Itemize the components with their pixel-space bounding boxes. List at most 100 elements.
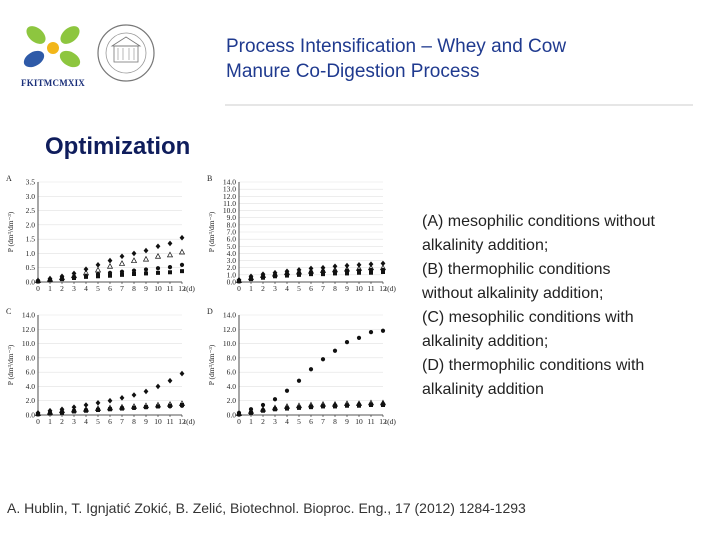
y-tick-label: 3.0 xyxy=(26,192,36,201)
data-point-square xyxy=(156,404,160,409)
chart-svg: D0.02.04.06.08.010.012.014.00 1 2 3 4 5 6 7 8 9 10… xyxy=(207,307,396,426)
y-axis-label: P (dm³/dm⁻³) xyxy=(6,211,15,252)
x-tick-label: 9 xyxy=(345,284,349,293)
data-point-diamond xyxy=(155,383,161,390)
x-tick-label: 2 xyxy=(60,417,64,426)
y-tick-label: 13.0 xyxy=(223,185,236,194)
y-tick-label: 0.0 xyxy=(227,411,237,420)
data-point-diamond xyxy=(143,388,149,395)
data-point-square xyxy=(309,405,313,410)
y-tick-label: 6.0 xyxy=(26,368,36,377)
x-tick-label: 12 xyxy=(379,284,387,293)
panel-letter: A xyxy=(6,174,12,183)
chart-panel-a: A 0.0 0.5 1.0 1.5 2.0 2.5 3.0 3.5 0 1 2 3 4 5 6 7 8 9 10 11 1… xyxy=(4,172,202,300)
data-point-square xyxy=(369,403,373,407)
slide-title: Process Intensification – Whey and Cow M… xyxy=(226,34,566,84)
caption-line: alkalinity addition; xyxy=(422,333,549,350)
caption-line: alkalinity addition xyxy=(422,381,544,398)
x-tick-label: 1 xyxy=(249,284,253,293)
data-point-square xyxy=(144,271,148,276)
data-point-square xyxy=(180,403,184,407)
section-title: Optimization xyxy=(45,133,191,160)
data-point-circle xyxy=(320,357,326,362)
data-point-square xyxy=(120,272,124,277)
x-tick-label: 11 xyxy=(166,417,173,426)
x-tick-label: 10 xyxy=(154,417,162,426)
data-point-circle xyxy=(368,330,374,335)
data-point-square xyxy=(156,270,160,275)
panel-letter: C xyxy=(6,307,11,316)
data-point-triangle xyxy=(106,262,114,269)
data-point-diamond xyxy=(155,243,161,250)
data-point-square xyxy=(237,412,241,417)
y-tick-label: 12.0 xyxy=(22,325,35,334)
y-tick-label: 2.5 xyxy=(26,206,36,215)
x-tick-label: 10 xyxy=(355,417,363,426)
data-point-diamond xyxy=(119,253,125,260)
logo-leaf-green-lower xyxy=(59,50,81,68)
data-point-circle xyxy=(332,348,338,353)
x-tick-label: 0 xyxy=(36,417,40,426)
data-point-circle xyxy=(143,267,149,272)
data-point-square xyxy=(345,271,349,276)
y-axis-label: P (dm³/dm⁻³) xyxy=(207,211,216,252)
data-point-square xyxy=(84,408,88,413)
panel-letter: D xyxy=(207,307,213,316)
data-point-diamond xyxy=(179,234,185,241)
x-axis-label: t(d) xyxy=(385,417,396,426)
data-point-square xyxy=(48,278,52,283)
x-tick-label: 7 xyxy=(321,417,325,426)
x-tick-label: 10 xyxy=(154,284,162,293)
data-point-square xyxy=(261,275,265,280)
y-tick-label: 4.0 xyxy=(227,382,237,391)
data-point-square xyxy=(96,274,100,279)
data-point-square xyxy=(333,271,337,276)
x-tick-label: 7 xyxy=(120,417,124,426)
logo-text: FKITMCMXIX xyxy=(21,78,85,88)
data-point-circle xyxy=(272,397,278,402)
data-point-circle xyxy=(131,268,137,273)
data-point-diamond xyxy=(107,257,113,264)
caption-line: (A) mesophilic conditions without xyxy=(422,213,655,230)
data-point-diamond xyxy=(356,262,362,268)
x-tick-label: 4 xyxy=(285,284,289,293)
data-point-square xyxy=(72,276,76,280)
x-tick-label: 11 xyxy=(166,284,173,293)
title-line-1: Process Intensification – Whey and Cow xyxy=(226,36,567,57)
caption-line: (B) thermophilic conditions xyxy=(422,261,611,278)
data-point-circle xyxy=(296,378,302,383)
x-tick-label: 11 xyxy=(367,284,374,293)
data-point-square xyxy=(333,404,337,409)
panel-letter: B xyxy=(207,174,212,183)
data-point-diamond xyxy=(95,400,101,406)
data-point-square xyxy=(297,272,301,277)
data-point-square xyxy=(168,403,172,408)
caption-line: (C) mesophilic conditions with xyxy=(422,309,634,326)
x-tick-label: 5 xyxy=(297,417,301,426)
y-axis-label: P (dm³/dm⁻³) xyxy=(6,344,15,385)
chart-svg: A0.00.51.01.52.02.53.03.50 1 2 3 4 5 6 7 8 9 10 11 1… xyxy=(6,174,195,293)
x-tick-label: 5 xyxy=(297,284,301,293)
y-tick-label: 9.0 xyxy=(227,213,237,222)
data-point-diamond xyxy=(83,402,89,408)
x-tick-label: 0 xyxy=(237,417,241,426)
chart-panel-b: B 0.0 1.0 2.0 3.0 4.0 5.0 6.0 7.0 8.0 9.0 10.0 11.0 1… xyxy=(205,172,403,300)
data-point-triangle xyxy=(142,255,150,262)
chart-svg: C0.02.04.06.08.010.012.014.00 1 2 3 4 5 6 7 8 9 10… xyxy=(6,307,195,426)
data-point-square xyxy=(108,273,112,278)
logo-leaf-blue xyxy=(23,50,45,68)
y-tick-label: 10.0 xyxy=(223,339,236,348)
x-tick-label: 8 xyxy=(132,417,136,426)
y-tick-label: 0.0 xyxy=(227,278,237,287)
y-tick-label: 8.0 xyxy=(227,353,237,362)
data-point-square xyxy=(60,277,64,282)
data-point-triangle xyxy=(118,260,126,266)
y-tick-label: 5.0 xyxy=(227,242,237,251)
y-tick-label: 0.0 xyxy=(26,278,36,287)
data-point-square xyxy=(321,404,325,409)
x-tick-label: 2 xyxy=(60,284,64,293)
y-tick-label: 12.0 xyxy=(223,192,236,201)
data-point-diamond xyxy=(131,392,137,398)
data-point-diamond xyxy=(167,377,173,384)
x-tick-label: 8 xyxy=(132,284,136,293)
